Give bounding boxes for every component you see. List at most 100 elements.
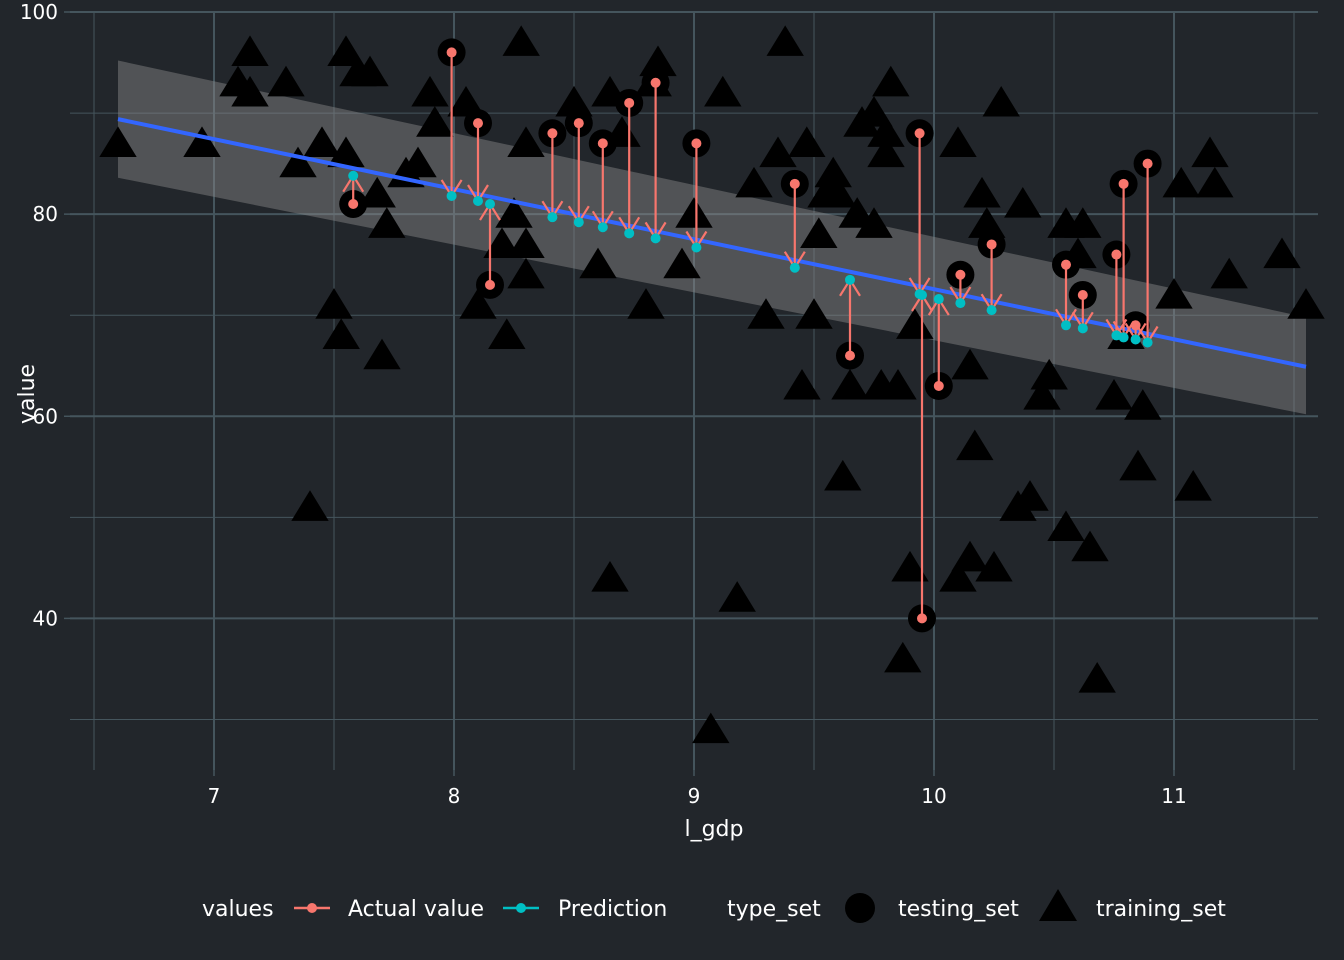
training-point [718,581,756,612]
x-tick-label: 7 [208,784,221,808]
fit-line [117,117,1307,369]
prediction-point [547,212,558,223]
training-point [416,106,454,137]
x-axis-label: l_gdp [684,817,743,842]
training-point [795,298,833,329]
training-point [982,85,1020,117]
training-point [819,176,857,208]
training-point [747,298,785,329]
training-point [99,126,137,157]
training-point [766,25,804,56]
actual-value-point [845,350,855,361]
prediction-point [650,233,661,244]
training-point [315,288,353,319]
training-point [855,96,893,127]
training-point [399,146,437,178]
actual-value-point [597,138,608,149]
training-point [891,550,929,582]
training-point [939,560,977,592]
training-point [956,429,994,461]
actual-value-point [650,77,661,88]
training-point [507,126,545,157]
actual-value-point [348,199,359,210]
training-point [1119,449,1157,481]
training-point [968,207,1006,238]
training-point [351,55,389,87]
legend-testing-label: testing_set [898,897,1019,922]
training-point [1095,379,1133,410]
y-axis-label: value [15,364,40,424]
prediction-point [446,190,457,201]
training-point [1078,662,1116,693]
training-point [363,338,401,370]
prediction-point [789,262,800,273]
training-point [824,459,862,491]
training-point [183,126,221,157]
y-tick-label: 60 [33,404,58,428]
training-point [322,318,360,350]
actual-value-point [955,269,966,280]
actual-value-point [446,47,457,58]
actual-value-point [1142,158,1153,169]
prediction-point [473,195,483,206]
training-point [368,207,406,238]
training-point [507,227,545,259]
training-point [783,368,821,400]
training-point [447,85,485,117]
training-point [1174,470,1212,501]
prediction-point [1077,323,1088,334]
prediction-point [1130,334,1141,345]
training-point [1263,237,1301,269]
training-point [1030,358,1068,390]
training-point [814,156,852,188]
training-point [867,116,905,147]
training-point [495,197,533,228]
training-point [675,197,713,228]
training-point [1011,480,1049,511]
residual-arrows [342,47,1159,624]
legend-values-title: values [202,897,274,922]
prediction-point [573,217,584,228]
prediction-point [1118,332,1129,343]
x-tick-label: 9 [688,784,701,808]
training-point [1155,277,1193,309]
training-point [1064,207,1102,238]
actual-value-point [485,279,495,290]
confidence-band [118,60,1306,415]
training-point [555,85,593,117]
training-point [231,75,269,107]
training-point [692,712,730,744]
legend-training-label: training_set [1096,897,1226,922]
prediction-point [597,222,608,233]
legend-type-title: type_set [727,897,821,922]
actual-value-point [691,138,702,149]
training-point [327,35,365,67]
training-point [963,176,1001,208]
training-point [1004,187,1042,218]
training-point [279,146,317,178]
training-point [896,308,934,339]
prediction-point [485,199,495,210]
training-point [579,247,617,279]
actual-value-point [573,118,584,129]
training-point [1210,257,1248,289]
prediction-point [933,294,944,305]
training-point [1191,136,1229,168]
training-point [663,247,701,279]
training-point [483,227,521,259]
training-point [411,75,449,107]
training-point [1124,389,1162,420]
training-point [975,550,1013,582]
training-point [291,490,329,521]
legend-actual-label: Actual value [348,897,484,922]
training-point [459,288,497,319]
prediction-point [986,305,997,316]
prediction-points [348,170,1153,348]
y-tick-label: 100 [20,0,58,24]
training-point [759,136,797,168]
actual-value-point [1061,259,1071,270]
actual-value-point [1077,289,1088,300]
prediction-point [624,228,635,239]
training-point [507,257,545,289]
